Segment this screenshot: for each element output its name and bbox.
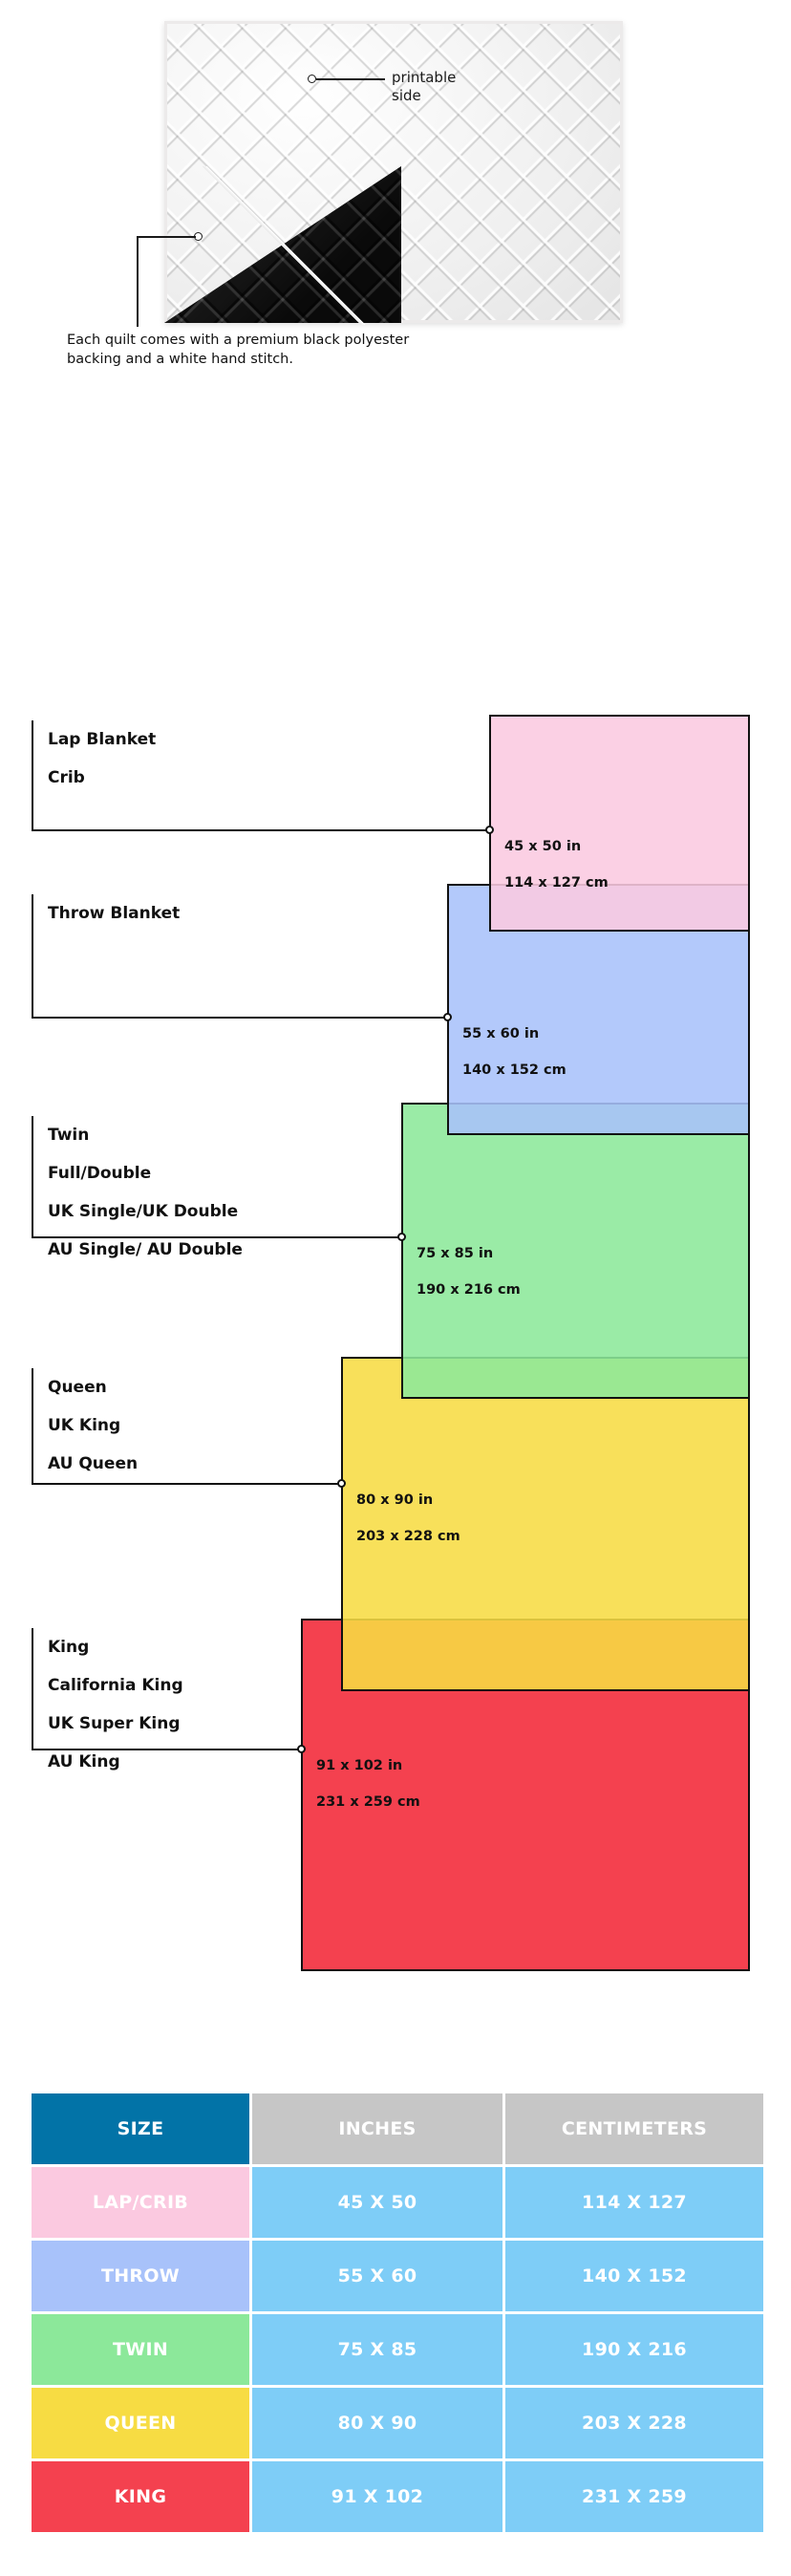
- size-value-queen: 80 x 90 in 203 x 228 cm: [356, 1473, 460, 1564]
- printable-side-leader-line: [316, 78, 385, 80]
- size-value-king: 91 x 102 in 231 x 259 cm: [316, 1739, 420, 1830]
- size-label-king-line1: King: [48, 1638, 90, 1657]
- leader-vertical-queen: [32, 1368, 33, 1485]
- leader-horizontal-lap-crib: [32, 829, 491, 831]
- size-value-lap-crib-inches: 45 x 50 in: [504, 839, 582, 854]
- table-cell-size-queen: QUEEN: [32, 2388, 249, 2458]
- table-cell-inches-queen: 80 X 90: [252, 2388, 502, 2458]
- size-label-twin-line1: Twin: [48, 1126, 90, 1145]
- size-value-lap-crib-cm: 114 x 127 cm: [504, 875, 609, 891]
- printable-side-callout-dot: [308, 75, 316, 83]
- size-label-queen-line1: Queen: [48, 1378, 107, 1397]
- table-cell-cm-twin: 190 X 216: [505, 2314, 763, 2385]
- size-value-throw-cm: 140 x 152 cm: [462, 1063, 567, 1078]
- size-value-twin-cm: 190 x 216 cm: [417, 1282, 521, 1298]
- size-label-lap-crib-line2: Crib: [48, 768, 85, 787]
- size-label-queen-line2: UK King: [48, 1416, 121, 1435]
- leader-dot-queen: [337, 1479, 346, 1488]
- size-label-lap-crib-line1: Lap Blanket: [48, 730, 157, 749]
- printable-side-label: printable side: [392, 69, 456, 105]
- table-row: TWIN 75 X 85 190 X 216: [32, 2314, 763, 2385]
- size-label-twin-line3: UK Single/UK Double: [48, 1202, 239, 1221]
- size-value-twin: 75 x 85 in 190 x 216 cm: [417, 1227, 521, 1318]
- table-cell-inches-lap-crib: 45 X 50: [252, 2167, 502, 2238]
- size-label-queen-line3: AU Queen: [48, 1454, 139, 1473]
- leader-vertical-king: [32, 1628, 33, 1750]
- quilt-illustration: [164, 21, 623, 325]
- size-label-throw: Throw Blanket: [48, 885, 180, 942]
- table-cell-cm-throw: 140 X 152: [505, 2241, 763, 2311]
- table-cell-cm-king: 231 X 259: [505, 2461, 763, 2532]
- size-value-queen-cm: 203 x 228 cm: [356, 1529, 460, 1544]
- quilt-fold-edge: [164, 166, 405, 325]
- size-label-twin-line2: Full/Double: [48, 1164, 152, 1183]
- table-cell-cm-queen: 203 X 228: [505, 2388, 763, 2458]
- table-cell-size-twin: TWIN: [32, 2314, 249, 2385]
- black-backing-leader-vertical: [137, 236, 139, 327]
- table-row: LAP/CRIB 45 X 50 114 X 127: [32, 2167, 763, 2238]
- leader-vertical-twin: [32, 1116, 33, 1238]
- table-cell-size-lap-crib: LAP/CRIB: [32, 2167, 249, 2238]
- size-label-king-line4: AU King: [48, 1752, 120, 1771]
- leader-vertical-throw: [32, 894, 33, 1019]
- printable-side-label-line1: printable: [392, 69, 457, 86]
- table-header-row: SIZE INCHES CENTIMETERS: [32, 2093, 763, 2164]
- leader-horizontal-twin: [32, 1236, 403, 1238]
- size-label-queen: Queen UK King AU Queen: [48, 1359, 138, 1492]
- quilt-photo-section: printable side Each quilt comes with a p…: [0, 0, 791, 382]
- size-value-throw-inches: 55 x 60 in: [462, 1026, 540, 1041]
- size-value-twin-inches: 75 x 85 in: [417, 1246, 494, 1261]
- table-row: QUEEN 80 X 90 203 X 228: [32, 2388, 763, 2458]
- size-label-king-line2: California King: [48, 1676, 183, 1695]
- leader-horizontal-queen: [32, 1483, 343, 1485]
- leader-horizontal-throw: [32, 1017, 449, 1019]
- size-value-throw: 55 x 60 in 140 x 152 cm: [462, 1007, 567, 1098]
- size-label-throw-line1: Throw Blanket: [48, 904, 181, 923]
- quilt-caption-line1: Each quilt comes with a premium black po…: [67, 333, 410, 348]
- size-value-lap-crib: 45 x 50 in 114 x 127 cm: [504, 820, 609, 911]
- table-cell-inches-throw: 55 X 60: [252, 2241, 502, 2311]
- leader-dot-king: [297, 1745, 306, 1753]
- table-header-centimeters: CENTIMETERS: [505, 2093, 763, 2164]
- quilt-caption: Each quilt comes with a premium black po…: [67, 331, 726, 369]
- leader-dot-lap-crib: [485, 826, 494, 834]
- size-label-twin-line4: AU Single/ AU Double: [48, 1240, 243, 1259]
- table-cell-cm-lap-crib: 114 X 127: [505, 2167, 763, 2238]
- size-label-king: King California King UK Super King AU Ki…: [48, 1619, 183, 1791]
- size-value-king-inches: 91 x 102 in: [316, 1758, 403, 1773]
- size-value-king-cm: 231 x 259 cm: [316, 1794, 420, 1810]
- table-row: KING 91 X 102 231 X 259: [32, 2461, 763, 2532]
- leader-dot-throw: [443, 1013, 452, 1021]
- size-label-twin: Twin Full/Double UK Single/UK Double AU …: [48, 1106, 243, 1278]
- size-chart-table: SIZE INCHES CENTIMETERS LAP/CRIB 45 X 50…: [29, 2091, 766, 2535]
- size-label-lap-crib: Lap Blanket Crib: [48, 711, 156, 806]
- leader-dot-twin: [397, 1233, 406, 1241]
- table-cell-inches-twin: 75 X 85: [252, 2314, 502, 2385]
- quilt-caption-line2: backing and a white hand stitch.: [67, 352, 293, 367]
- leader-vertical-lap-crib: [32, 720, 33, 831]
- leader-horizontal-king: [32, 1749, 303, 1750]
- size-label-king-line3: UK Super King: [48, 1714, 181, 1733]
- table-header-size: SIZE: [32, 2093, 249, 2164]
- table-cell-inches-king: 91 X 102: [252, 2461, 502, 2532]
- black-backing-leader-horizontal: [137, 236, 196, 238]
- table-cell-size-throw: THROW: [32, 2241, 249, 2311]
- table-cell-size-king: KING: [32, 2461, 249, 2532]
- printable-side-label-line2: side: [392, 87, 421, 104]
- size-rect-lap-crib: [489, 715, 750, 932]
- table-row: THROW 55 X 60 140 X 152: [32, 2241, 763, 2311]
- table-header-inches: INCHES: [252, 2093, 502, 2164]
- size-rect-twin: [401, 1103, 750, 1399]
- size-value-queen-inches: 80 x 90 in: [356, 1492, 434, 1508]
